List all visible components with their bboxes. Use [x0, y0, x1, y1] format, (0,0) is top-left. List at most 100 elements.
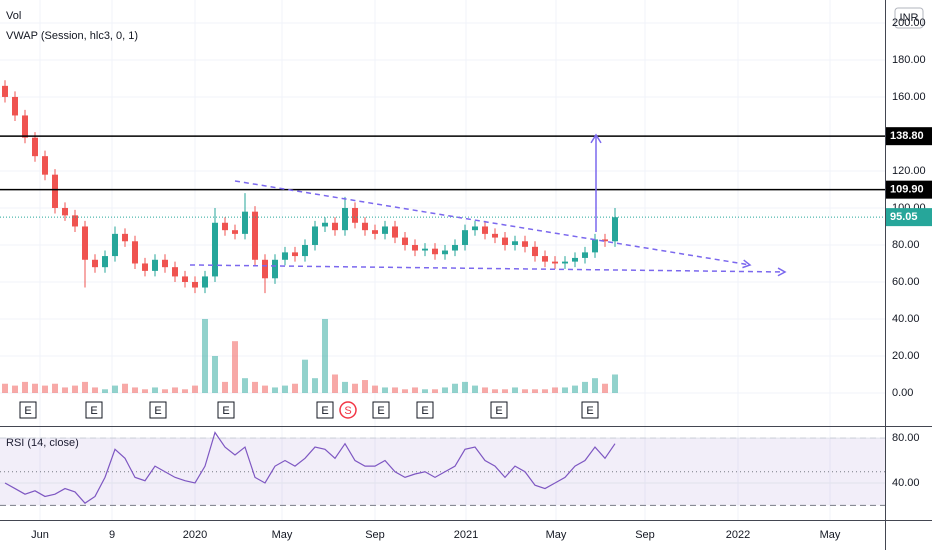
earnings-badge — [316, 401, 334, 419]
trend-arrowhead — [777, 267, 787, 277]
earnings-badge — [19, 401, 37, 419]
x-tick-label: Sep — [635, 529, 655, 541]
volume-bar — [312, 378, 318, 393]
trend-line — [189, 264, 786, 273]
legend-vol: Vol — [6, 10, 21, 22]
candle-body — [252, 211, 258, 260]
volume-bar — [52, 383, 58, 393]
candle-body — [82, 226, 88, 260]
split-badge — [339, 401, 357, 419]
event-label: E — [154, 405, 161, 417]
candle-body — [612, 217, 618, 242]
volume-bar — [412, 387, 418, 393]
earnings-badge — [490, 401, 508, 419]
candle-body — [312, 226, 318, 245]
volume-bar — [82, 381, 88, 393]
volume-bar — [62, 387, 68, 393]
volume-bar — [452, 383, 458, 393]
volume-bar — [442, 387, 448, 393]
volume-bar — [232, 341, 238, 393]
volume-bar — [282, 385, 288, 393]
x-tick-label: Jun — [31, 529, 49, 541]
volume-bar — [92, 387, 98, 393]
candle-body — [332, 222, 338, 231]
candle-body — [442, 250, 448, 255]
x-tick-label: May — [546, 529, 567, 541]
x-tick-label: May — [820, 529, 841, 541]
candle-body — [242, 211, 248, 234]
earnings-badge — [372, 401, 390, 419]
volume-bar — [2, 383, 8, 393]
earnings-badge — [149, 401, 167, 419]
candle-body — [182, 276, 188, 282]
candle-body — [532, 246, 538, 257]
price-label-box — [886, 180, 932, 199]
candle-body — [522, 241, 528, 247]
candle-body — [232, 230, 238, 234]
volume-bar — [502, 389, 508, 393]
candle-body — [122, 233, 128, 242]
candle-body — [472, 226, 478, 231]
volume-bar — [372, 385, 378, 393]
candle-body — [572, 257, 578, 262]
candle-body — [552, 261, 558, 264]
volume-bar — [132, 387, 138, 393]
x-tick-label: 9 — [109, 529, 115, 541]
volume-bar — [322, 318, 328, 393]
rsi-line — [4, 431, 616, 504]
rsi-title: RSI (14, close) — [6, 437, 79, 449]
candle-body — [462, 230, 468, 245]
event-label: S — [344, 405, 351, 417]
candle-body — [102, 256, 108, 268]
volume-bar — [352, 383, 358, 393]
candle-body — [362, 222, 368, 231]
x-tick-label: 2020 — [183, 529, 207, 541]
x-tick-label: Sep — [365, 529, 385, 541]
volume-bar — [182, 389, 188, 393]
volume-bar — [462, 381, 468, 393]
last-price-box — [886, 208, 932, 227]
candle-body — [602, 239, 608, 242]
last-price-label: 95.05 — [890, 211, 918, 223]
volume-bar — [292, 383, 298, 393]
volume-bar — [612, 374, 618, 393]
x-tick-label: 2022 — [726, 529, 750, 541]
volume-bar — [142, 389, 148, 393]
candle-body — [172, 267, 178, 277]
volume-bar — [382, 387, 388, 393]
volume-bar — [222, 381, 228, 393]
y-tick-label: 0.00 — [892, 387, 913, 399]
candle-body — [302, 244, 308, 257]
candle-body — [432, 248, 438, 255]
price-label: 109.90 — [890, 184, 924, 196]
volume-bar — [42, 385, 48, 393]
projection-arrowhead — [590, 133, 602, 144]
volume-bar — [12, 385, 18, 393]
candle-body — [132, 241, 138, 264]
y-tick-label: 80.00 — [892, 239, 920, 251]
candle-body — [352, 207, 358, 223]
candle-body — [502, 237, 508, 245]
volume-bar — [112, 385, 118, 393]
volume-bar — [592, 378, 598, 393]
rsi-tick-label: 40.00 — [892, 477, 920, 489]
volume-bar — [262, 385, 268, 393]
volume-bar — [332, 374, 338, 393]
candle-body — [42, 156, 48, 175]
volume-bar — [192, 385, 198, 393]
candle-body — [142, 263, 148, 271]
candle-body — [422, 248, 428, 251]
candle-body — [22, 115, 28, 138]
y-tick-label: 20.00 — [892, 350, 920, 362]
candle-body — [392, 226, 398, 238]
volume-bar — [512, 387, 518, 393]
candle-body — [322, 222, 328, 227]
candle-body — [542, 256, 548, 262]
earnings-badge — [416, 401, 434, 419]
volume-bar — [402, 389, 408, 393]
earnings-badge — [85, 401, 103, 419]
candle-body — [592, 239, 598, 253]
currency-badge[interactable] — [894, 7, 924, 29]
volume-bar — [212, 355, 218, 393]
y-tick-label: 40.00 — [892, 313, 920, 325]
